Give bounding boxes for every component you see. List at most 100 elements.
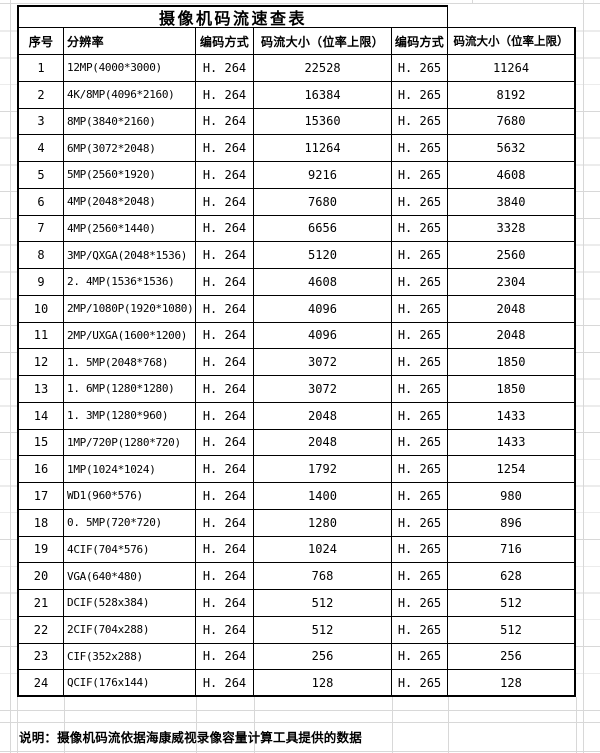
cell-bitrate-h264[interactable]: 4608 (254, 269, 392, 296)
header-cell-index[interactable]: 序号 (17, 28, 64, 55)
cell-index[interactable]: 5 (17, 162, 64, 189)
cell-index[interactable]: 12 (17, 349, 64, 376)
cell-bitrate-h264[interactable]: 7680 (254, 188, 392, 216)
cell-index[interactable]: 11 (17, 322, 64, 350)
cell-bitrate-h265[interactable]: 512 (448, 590, 576, 617)
cell-encoding-h265[interactable]: H. 265 (392, 55, 448, 82)
cell-bitrate-h265[interactable]: 980 (448, 483, 576, 510)
cell-encoding-h264[interactable]: H. 264 (196, 670, 254, 697)
cell-index[interactable]: 7 (17, 215, 64, 243)
cell-bitrate-h265[interactable]: 1254 (448, 456, 576, 483)
cell-encoding-h264[interactable]: H. 264 (196, 55, 254, 82)
cell-bitrate-h264[interactable]: 1024 (254, 536, 392, 564)
cell-encoding-h265[interactable]: H. 265 (392, 242, 448, 269)
cell-encoding-h265[interactable]: H. 265 (392, 536, 448, 564)
cell-resolution[interactable]: VGA(640*480) (64, 563, 196, 590)
cell-resolution[interactable]: 4MP(2560*1440) (64, 215, 196, 243)
cell-bitrate-h265[interactable]: 2048 (448, 295, 576, 323)
cell-encoding-h265[interactable]: H. 265 (392, 322, 448, 350)
cell-bitrate-h264[interactable]: 1792 (254, 456, 392, 483)
cell-resolution[interactable]: 8MP(3840*2160) (64, 108, 196, 136)
header-cell-bitrate-2[interactable]: 码流大小（位率上限） (448, 28, 576, 55)
cell-bitrate-h264[interactable]: 2048 (254, 429, 392, 457)
cell-encoding-h264[interactable]: H. 264 (196, 135, 254, 162)
cell-bitrate-h265[interactable]: 628 (448, 563, 576, 590)
cell-bitrate-h265[interactable]: 2560 (448, 242, 576, 269)
cell-bitrate-h265[interactable]: 1850 (448, 349, 576, 376)
cell-bitrate-h265[interactable]: 1433 (448, 402, 576, 430)
cell-index[interactable]: 24 (17, 670, 64, 697)
cell-encoding-h264[interactable]: H. 264 (196, 188, 254, 216)
cell-index[interactable]: 15 (17, 429, 64, 457)
cell-resolution[interactable]: QCIF(176x144) (64, 670, 196, 697)
cell-index[interactable]: 2 (17, 81, 64, 109)
header-cell-encoding-1[interactable]: 编码方式 (196, 28, 254, 55)
cell-resolution[interactable]: 12MP(4000*3000) (64, 55, 196, 82)
cell-bitrate-h264[interactable]: 512 (254, 616, 392, 644)
cell-resolution[interactable]: 4CIF(704*576) (64, 536, 196, 564)
cell-resolution[interactable]: 2. 4MP(1536*1536) (64, 269, 196, 296)
header-cell-bitrate-1[interactable]: 码流大小（位率上限） (254, 28, 392, 55)
cell-encoding-h264[interactable]: H. 264 (196, 643, 254, 671)
cell-resolution[interactable]: 0. 5MP(720*720) (64, 509, 196, 537)
cell-bitrate-h265[interactable]: 5632 (448, 135, 576, 162)
cell-encoding-h265[interactable]: H. 265 (392, 81, 448, 109)
cell-encoding-h265[interactable]: H. 265 (392, 135, 448, 162)
cell-bitrate-h264[interactable]: 768 (254, 563, 392, 590)
cell-encoding-h264[interactable]: H. 264 (196, 536, 254, 564)
cell-resolution[interactable]: 5MP(2560*1920) (64, 162, 196, 189)
cell-bitrate-h265[interactable]: 1850 (448, 376, 576, 403)
cell-resolution[interactable]: 1MP(1024*1024) (64, 456, 196, 483)
cell-index[interactable]: 22 (17, 616, 64, 644)
cell-encoding-h265[interactable]: H. 265 (392, 402, 448, 430)
cell-resolution[interactable]: CIF(352x288) (64, 643, 196, 671)
cell-bitrate-h265[interactable]: 3328 (448, 215, 576, 243)
cell-index[interactable]: 23 (17, 643, 64, 671)
cell-encoding-h264[interactable]: H. 264 (196, 616, 254, 644)
cell-encoding-h265[interactable]: H. 265 (392, 616, 448, 644)
cell-encoding-h264[interactable]: H. 264 (196, 322, 254, 350)
cell-bitrate-h264[interactable]: 512 (254, 590, 392, 617)
cell-bitrate-h264[interactable]: 256 (254, 643, 392, 671)
cell-resolution[interactable]: 4MP(2048*2048) (64, 188, 196, 216)
cell-encoding-h264[interactable]: H. 264 (196, 269, 254, 296)
cell-encoding-h264[interactable]: H. 264 (196, 242, 254, 269)
cell-resolution[interactable]: 1. 5MP(2048*768) (64, 349, 196, 376)
cell-bitrate-h265[interactable]: 1433 (448, 429, 576, 457)
cell-encoding-h265[interactable]: H. 265 (392, 670, 448, 697)
cell-index[interactable]: 20 (17, 563, 64, 590)
cell-index[interactable]: 1 (17, 55, 64, 82)
cell-encoding-h264[interactable]: H. 264 (196, 590, 254, 617)
cell-bitrate-h265[interactable]: 4608 (448, 162, 576, 189)
cell-index[interactable]: 10 (17, 295, 64, 323)
cell-encoding-h264[interactable]: H. 264 (196, 295, 254, 323)
cell-index[interactable]: 17 (17, 483, 64, 510)
cell-resolution[interactable]: 1. 3MP(1280*960) (64, 402, 196, 430)
cell-bitrate-h264[interactable]: 128 (254, 670, 392, 697)
cell-bitrate-h264[interactable]: 9216 (254, 162, 392, 189)
cell-index[interactable]: 3 (17, 108, 64, 136)
cell-encoding-h265[interactable]: H. 265 (392, 456, 448, 483)
cell-encoding-h264[interactable]: H. 264 (196, 108, 254, 136)
cell-encoding-h265[interactable]: H. 265 (392, 188, 448, 216)
cell-bitrate-h264[interactable]: 4096 (254, 322, 392, 350)
cell-encoding-h264[interactable]: H. 264 (196, 376, 254, 403)
cell-resolution[interactable]: 2CIF(704x288) (64, 616, 196, 644)
cell-resolution[interactable]: 4K/8MP(4096*2160) (64, 81, 196, 109)
cell-bitrate-h264[interactable]: 11264 (254, 135, 392, 162)
cell-bitrate-h264[interactable]: 4096 (254, 295, 392, 323)
cell-encoding-h265[interactable]: H. 265 (392, 295, 448, 323)
cell-bitrate-h265[interactable]: 256 (448, 643, 576, 671)
cell-encoding-h264[interactable]: H. 264 (196, 349, 254, 376)
cell-encoding-h264[interactable]: H. 264 (196, 81, 254, 109)
cell-bitrate-h264[interactable]: 6656 (254, 215, 392, 243)
cell-index[interactable]: 18 (17, 509, 64, 537)
cell-index[interactable]: 8 (17, 242, 64, 269)
cell-bitrate-h265[interactable]: 7680 (448, 108, 576, 136)
cell-bitrate-h265[interactable]: 716 (448, 536, 576, 564)
cell-index[interactable]: 16 (17, 456, 64, 483)
cell-index[interactable]: 6 (17, 188, 64, 216)
cell-bitrate-h264[interactable]: 16384 (254, 81, 392, 109)
cell-bitrate-h265[interactable]: 2048 (448, 322, 576, 350)
cell-encoding-h265[interactable]: H. 265 (392, 509, 448, 537)
